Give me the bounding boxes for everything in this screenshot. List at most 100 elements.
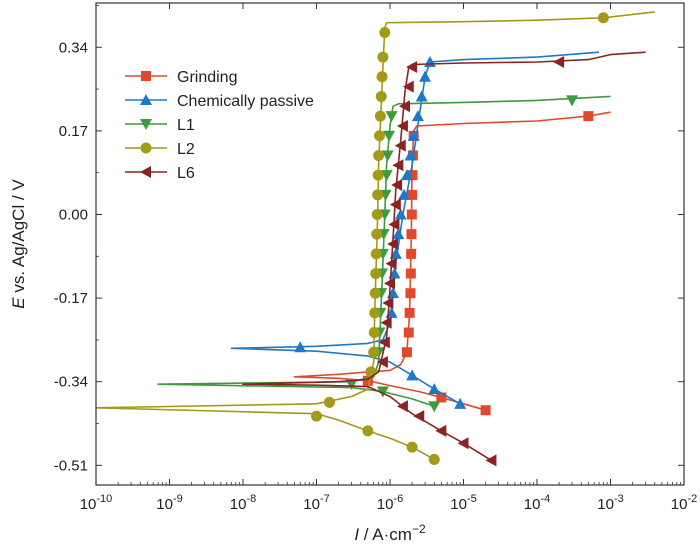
data-point (566, 95, 579, 107)
data-point (311, 410, 322, 422)
data-point (389, 247, 402, 259)
data-point (376, 71, 388, 83)
data-point (376, 386, 389, 398)
series-line (293, 111, 611, 411)
data-point (405, 288, 416, 299)
data-point (391, 178, 403, 191)
data-point (369, 307, 381, 319)
legend-label: L1 (177, 117, 195, 134)
x-tick-label: 10-2 (671, 493, 697, 513)
data-point (362, 425, 374, 437)
legend-label: Chemically passive (177, 93, 314, 110)
data-point (294, 341, 307, 353)
y-axis-title: E vs. Ag/AgCl / V (9, 179, 28, 309)
x-axis-title-text: / A·cm (359, 525, 412, 544)
series-l2 (95, 11, 655, 465)
data-point (396, 400, 408, 413)
legend-item-l1: L1 (125, 117, 195, 134)
data-point (397, 188, 410, 200)
x-tick-label-base: 10 (671, 496, 688, 513)
data-point (368, 346, 380, 358)
data-point (380, 316, 392, 329)
data-point (380, 170, 393, 182)
data-point (436, 392, 447, 403)
legend-label: L6 (177, 165, 195, 182)
x-tick-label: 10-10 (80, 493, 113, 513)
y-tick-label: 0.17 (59, 123, 88, 140)
data-point (387, 238, 399, 250)
data-point (383, 130, 396, 142)
x-tick-label: 10-5 (450, 493, 476, 513)
y-tick-label: -0.51 (54, 457, 88, 474)
x-tick-label-base: 10 (303, 496, 320, 513)
x-tick-label: 10-3 (597, 493, 623, 513)
data-point (373, 149, 385, 161)
data-point (392, 159, 404, 172)
data-point (553, 56, 565, 69)
legend-marker (140, 94, 152, 105)
data-point (376, 356, 388, 369)
data-point (597, 12, 609, 24)
legend-item-l6: L6 (125, 165, 195, 182)
x-tick-label-exponent: -8 (246, 493, 256, 505)
x-tick-label-exponent: -6 (393, 493, 403, 505)
x-tick-label-exponent: -3 (614, 493, 624, 505)
data-point (406, 441, 418, 453)
data-point (394, 208, 407, 220)
data-point (407, 189, 418, 200)
data-point (375, 90, 387, 102)
y-tick-label: 0.34 (59, 39, 88, 56)
x-tick-label-exponent: -2 (687, 493, 697, 505)
data-point (381, 150, 394, 162)
data-point (368, 327, 380, 339)
legend-item-grinding: Grinding (125, 69, 237, 86)
legend-marker (140, 119, 152, 130)
x-tick-label-base: 10 (377, 496, 394, 513)
data-point (385, 111, 398, 123)
data-point (365, 366, 377, 378)
x-tick-label-base: 10 (80, 496, 97, 513)
x-tick-label-base: 10 (597, 496, 614, 513)
series-line (242, 51, 646, 462)
data-point (583, 111, 594, 122)
data-point (403, 327, 414, 338)
legend-marker (141, 71, 151, 81)
legend-marker (140, 142, 152, 154)
legend-item-chemically-passive: Chemically passive (125, 93, 314, 110)
x-tick-label-base: 10 (156, 496, 173, 513)
x-tick-label-base: 10 (450, 496, 467, 513)
data-point (385, 257, 397, 270)
data-point (362, 375, 373, 386)
data-point (392, 228, 405, 240)
data-point (401, 347, 412, 358)
data-point (370, 268, 382, 280)
data-point (428, 453, 440, 465)
x-axis-title: I / A·cm−2 (354, 522, 426, 544)
data-point (388, 218, 400, 231)
data-point (415, 90, 428, 102)
data-point (407, 129, 420, 141)
x-tick-label: 10-8 (230, 493, 256, 513)
x-tick-label: 10-6 (377, 493, 403, 513)
y-tick-label: -0.17 (54, 290, 88, 307)
data-point (411, 110, 424, 122)
data-point (396, 119, 408, 132)
axes-layer: 10-10 10-9 10-8 10-7 10-6 10-5 10-4 10-3 10-20.3… (54, 3, 697, 513)
data-point (371, 208, 383, 220)
x-tick-label-exponent: -4 (540, 493, 550, 505)
data-point (377, 51, 389, 63)
data-point (323, 396, 335, 408)
y-tick-label: -0.34 (54, 374, 88, 391)
data-point (378, 336, 390, 349)
data-point (457, 437, 469, 450)
legend-label: Grinding (177, 69, 237, 86)
x-tick-label: 10-7 (303, 493, 329, 513)
series-l6 (242, 51, 646, 467)
data-point (428, 401, 441, 413)
legend: Grinding Chemically passive L1 L2 L6 (125, 69, 314, 182)
data-point (402, 80, 414, 93)
data-point (404, 149, 417, 161)
legend-marker (140, 166, 151, 178)
